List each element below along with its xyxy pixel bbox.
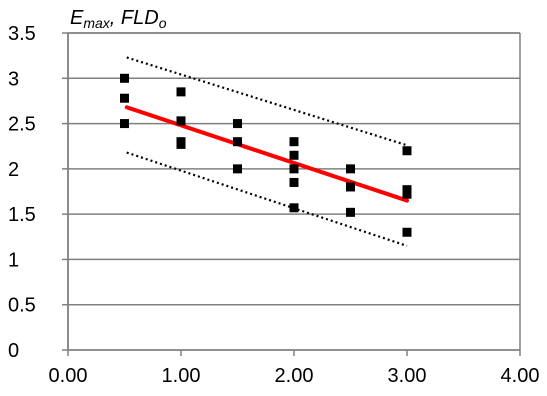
confidence-bounds [126,56,408,247]
data-point-15 [346,164,355,174]
data-point-19 [402,185,412,195]
data-point-13 [289,177,299,187]
data-point-9 [233,164,242,174]
data-point-16 [346,182,355,192]
y-tick-label-5: 2.5 [8,114,36,136]
data-point-10 [289,137,299,147]
x-tick-label-0: 0.00 [49,365,88,387]
data-point-18 [402,146,412,156]
y-axis-label-sub: max [83,15,110,31]
x-tick-label-1: 1.00 [162,365,201,387]
y-axis-label-main: E [70,7,84,29]
y-axis-label-sub2: o [159,15,167,31]
trend-line-group [124,105,409,203]
y-tick-label-1: 0.5 [8,295,36,317]
data-point-3 [176,87,186,97]
tick-labels: 0.00 1.00 2.00 3.00 4.00 0 0.5 1 1.5 2 2.5 3 3.5 [8,23,539,387]
data-point-1 [120,93,129,103]
lower-bound-line [126,151,408,247]
y-axis-label: Emax, FLDo [70,7,167,31]
y-tick-label-7: 3.5 [8,23,36,45]
y-tick-label-0: 0 [8,340,19,362]
data-points [120,73,412,237]
trend-line [124,105,409,203]
data-point-7 [233,119,242,129]
axes [62,32,521,356]
data-point-12 [289,164,299,174]
y-tick-label-2: 1 [8,249,19,271]
y-tick-label-6: 3 [8,68,19,90]
y-axis-label-main2: , FLD [110,7,159,29]
data-point-20 [402,189,412,199]
y-tick-label-4: 2 [8,159,19,181]
data-point-14 [289,203,299,213]
x-tick-label-4: 4.00 [501,365,540,387]
y-tick-label-3: 1.5 [8,204,36,226]
data-point-6 [176,139,186,149]
data-point-0 [120,73,129,83]
data-point-8 [233,137,242,147]
data-point-17 [346,207,355,217]
data-point-11 [289,150,299,160]
x-tick-label-3: 3.00 [388,365,427,387]
data-point-4 [176,116,186,126]
x-tick-label-2: 2.00 [275,365,314,387]
data-point-2 [120,119,129,129]
data-point-21 [402,227,412,237]
upper-bound-line [126,56,408,147]
